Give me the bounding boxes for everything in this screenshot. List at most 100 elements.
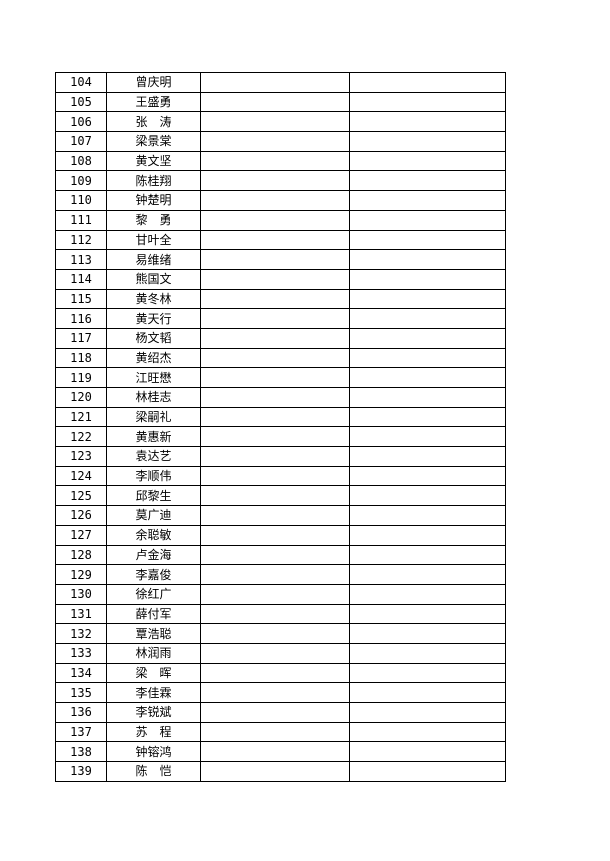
row-blank-cell-3	[200, 111, 350, 133]
table-row: 107 梁景棠	[55, 131, 506, 152]
row-blank-cell-3	[200, 741, 350, 763]
row-name: 李顺伟	[106, 465, 201, 487]
table-row: 105 王盛勇	[55, 91, 506, 113]
row-blank-cell-3	[200, 662, 350, 684]
row-blank-cell-4	[349, 446, 506, 467]
row-blank-cell-3	[200, 446, 350, 467]
table-row: 116 黄天行	[55, 308, 506, 329]
row-number: 109	[55, 170, 107, 192]
row-name: 王盛勇	[106, 91, 201, 113]
table-row: 131 薛付军	[55, 603, 506, 625]
row-name: 陈桂翔	[106, 170, 201, 192]
row-name: 曾庆明	[106, 72, 201, 93]
table-row: 135 李佳霖	[55, 682, 506, 703]
row-number: 139	[55, 761, 107, 782]
row-number: 118	[55, 347, 107, 369]
row-blank-cell-4	[349, 524, 506, 546]
row-name: 易维绪	[106, 249, 201, 270]
roster-table: 104 曾庆明 105 王盛勇 106 张 涛 107 梁景棠 108 黄文坚 109 陈桂翔 110 钟…	[55, 72, 506, 782]
row-blank-cell-4	[349, 209, 506, 231]
table-row: 126 莫广迪	[55, 505, 506, 526]
row-name: 黄冬林	[106, 288, 201, 310]
row-blank-cell-4	[349, 131, 506, 152]
row-blank-cell-3	[200, 249, 350, 270]
row-number: 126	[55, 505, 107, 526]
row-name: 杨文韬	[106, 327, 201, 349]
row-blank-cell-4	[349, 170, 506, 192]
row-blank-cell-3	[200, 623, 350, 644]
row-blank-cell-4	[349, 72, 506, 93]
row-number: 113	[55, 249, 107, 270]
row-number: 137	[55, 721, 107, 743]
row-number: 129	[55, 564, 107, 585]
row-name: 梁 晖	[106, 662, 201, 684]
row-number: 133	[55, 642, 107, 664]
table-row: 137 苏 程	[55, 721, 506, 743]
row-blank-cell-3	[200, 268, 350, 290]
table-row: 110 钟楚明	[55, 190, 506, 211]
row-name: 覃浩聪	[106, 623, 201, 644]
row-name: 钟楚明	[106, 190, 201, 211]
row-name: 徐红广	[106, 583, 201, 605]
row-number: 119	[55, 367, 107, 388]
row-blank-cell-4	[349, 268, 506, 290]
row-name: 黎 勇	[106, 209, 201, 231]
table-row: 132 覃浩聪	[55, 623, 506, 644]
row-blank-cell-3	[200, 682, 350, 703]
table-row: 108 黄文坚	[55, 150, 506, 172]
row-blank-cell-4	[349, 761, 506, 782]
row-number: 131	[55, 603, 107, 625]
table-row: 109 陈桂翔	[55, 170, 506, 192]
row-blank-cell-3	[200, 367, 350, 388]
table-row: 120 林桂志	[55, 387, 506, 408]
row-blank-cell-4	[349, 583, 506, 605]
row-blank-cell-4	[349, 150, 506, 172]
table-row: 106 张 涛	[55, 111, 506, 133]
table-row: 139 陈 恺	[55, 761, 506, 782]
row-number: 123	[55, 446, 107, 467]
table-row: 111 黎 勇	[55, 209, 506, 231]
row-blank-cell-3	[200, 288, 350, 310]
row-name: 陈 恺	[106, 761, 201, 782]
table-row: 136 李锐斌	[55, 702, 506, 723]
row-number: 121	[55, 406, 107, 428]
row-number: 138	[55, 741, 107, 763]
row-name: 邱黎生	[106, 485, 201, 507]
row-blank-cell-4	[349, 308, 506, 329]
row-blank-cell-4	[349, 347, 506, 369]
row-blank-cell-4	[349, 387, 506, 408]
row-blank-cell-4	[349, 505, 506, 526]
row-name: 梁嗣礼	[106, 406, 201, 428]
row-blank-cell-3	[200, 465, 350, 487]
table-row: 118 黄绍杰	[55, 347, 506, 369]
row-name: 余聪敏	[106, 524, 201, 546]
row-blank-cell-4	[349, 111, 506, 133]
roster-table-body: 104 曾庆明 105 王盛勇 106 张 涛 107 梁景棠 108 黄文坚 109 陈桂翔 110 钟…	[55, 72, 506, 782]
row-blank-cell-3	[200, 229, 350, 251]
row-blank-cell-3	[200, 721, 350, 743]
table-row: 117 杨文韬	[55, 327, 506, 349]
row-blank-cell-3	[200, 485, 350, 507]
row-blank-cell-4	[349, 190, 506, 211]
table-row: 134 梁 晖	[55, 662, 506, 684]
row-blank-cell-3	[200, 603, 350, 625]
table-row: 114 熊国文	[55, 268, 506, 290]
row-number: 120	[55, 387, 107, 408]
row-blank-cell-4	[349, 642, 506, 664]
row-blank-cell-3	[200, 327, 350, 349]
row-blank-cell-3	[200, 72, 350, 93]
table-row: 119 江旺懋	[55, 367, 506, 388]
row-number: 125	[55, 485, 107, 507]
row-blank-cell-4	[349, 367, 506, 388]
table-row: 124 李顺伟	[55, 465, 506, 487]
row-number: 111	[55, 209, 107, 231]
row-number: 108	[55, 150, 107, 172]
row-name: 李锐斌	[106, 702, 201, 723]
row-blank-cell-4	[349, 465, 506, 487]
table-row: 125 邱黎生	[55, 485, 506, 507]
row-name: 莫广迪	[106, 505, 201, 526]
row-blank-cell-3	[200, 761, 350, 782]
row-blank-cell-4	[349, 229, 506, 251]
row-name: 林桂志	[106, 387, 201, 408]
row-blank-cell-4	[349, 564, 506, 585]
